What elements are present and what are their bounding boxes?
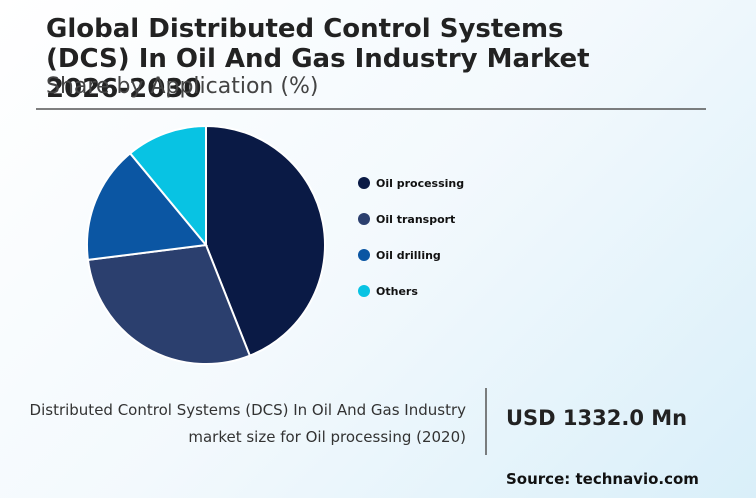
legend-marker — [358, 213, 370, 225]
legend-label: Oil processing — [376, 177, 464, 190]
pie-slice — [205, 124, 326, 357]
legend-label: Oil drilling — [376, 249, 441, 262]
pie-slice — [86, 151, 208, 262]
pie-slice — [128, 124, 207, 248]
description-line: Distributed Control Systems (DCS) In Oil… — [29, 401, 466, 419]
legend-marker — [358, 249, 370, 261]
source: Source: technavio.com — [506, 470, 699, 488]
description-line: market size for Oil processing (2020) — [188, 428, 466, 446]
highlight-value: USD 1332.0 Mn — [506, 406, 688, 430]
legend-label: Others — [376, 285, 418, 298]
legend-marker — [358, 177, 370, 189]
chart-subtitle: Share by Application (%) — [46, 74, 319, 99]
legend-marker — [358, 285, 370, 297]
chart-title: Global Distributed Control Systems (DCS)… — [46, 14, 590, 104]
pie-slice — [86, 243, 252, 365]
legend-label: Oil transport — [376, 213, 455, 226]
